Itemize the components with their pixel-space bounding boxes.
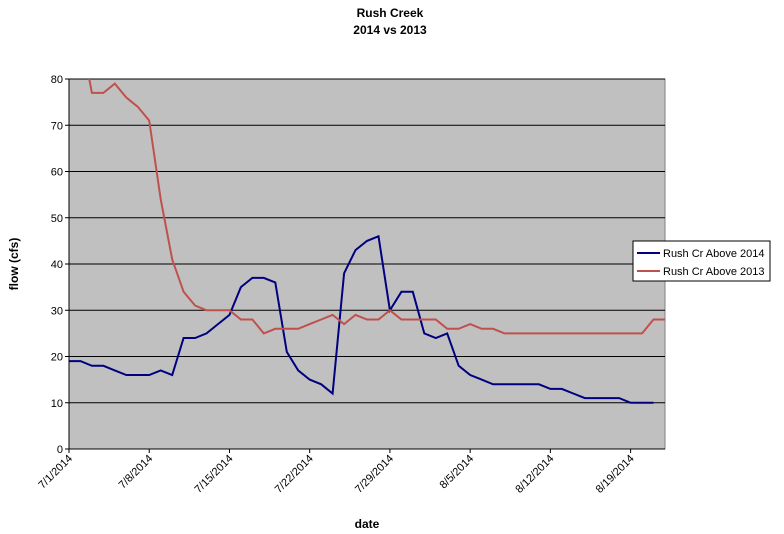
y-axis-label: flow (cfs) — [7, 238, 21, 291]
series-line — [69, 234, 654, 404]
x-tick-label: 7/15/2014 — [192, 453, 235, 496]
y-tick-label: 70 — [51, 120, 63, 132]
y-tick-label: 50 — [51, 213, 63, 225]
x-tick-label: 8/12/2014 — [513, 453, 556, 496]
y-tick-label: 80 — [51, 74, 63, 86]
y-tick-label: 10 — [51, 398, 63, 410]
legend-label: Rush Cr Above 2014 — [663, 248, 765, 260]
x-tick-label: 8/5/2014 — [438, 453, 477, 492]
x-tick-label: 7/1/2014 — [36, 453, 75, 492]
x-tick-label: 7/29/2014 — [353, 453, 396, 496]
x-axis-label: date — [355, 517, 380, 531]
legend — [632, 240, 771, 282]
x-tick-label: 7/8/2014 — [117, 453, 156, 492]
x-tick-label: 7/22/2014 — [273, 453, 316, 496]
chart-title: Rush Creek — [357, 6, 424, 20]
legend-label: Rush Cr Above 2013 — [663, 266, 765, 278]
y-tick-label: 40 — [51, 259, 63, 271]
y-tick-label: 0 — [57, 444, 63, 456]
y-tick-label: 20 — [51, 352, 63, 364]
x-tick-label: 8/19/2014 — [594, 453, 637, 496]
series-line — [88, 79, 665, 335]
y-tick-label: 30 — [51, 305, 63, 317]
chart-subtitle: 2014 vs 2013 — [353, 23, 427, 37]
y-tick-label: 60 — [51, 167, 63, 179]
